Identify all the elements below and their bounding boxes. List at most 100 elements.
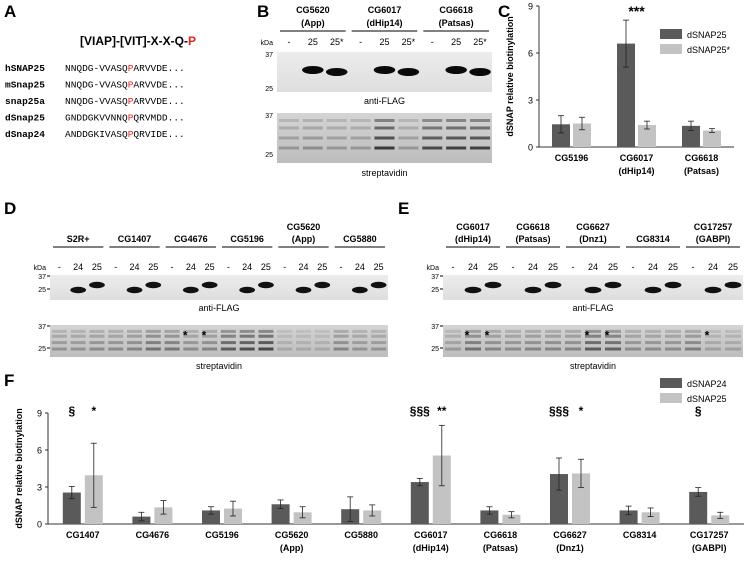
lane-label: 24 xyxy=(708,262,718,272)
flag-caption: anti-FLAG xyxy=(364,96,405,106)
strep-band xyxy=(470,136,491,140)
panel-d-blots: S2R+ CG1407 CG4676 CG5196 CG5620 (App) CG5880 -… xyxy=(34,222,388,371)
strep-band xyxy=(126,334,143,338)
strep-band xyxy=(145,334,161,338)
sequence-name: mSnap25 xyxy=(5,80,45,91)
group-name: CG8314 xyxy=(636,234,670,244)
group-name: CG5620 xyxy=(287,222,321,232)
bar xyxy=(573,123,591,147)
strep-band xyxy=(374,119,395,122)
lane-label: 25 xyxy=(317,262,327,272)
strep-band xyxy=(725,329,741,333)
flag-band xyxy=(314,281,331,289)
strep-band xyxy=(70,341,86,345)
strep-band xyxy=(605,347,621,351)
strep-band xyxy=(202,341,218,345)
strep-band xyxy=(258,347,274,351)
bar xyxy=(550,474,568,524)
strep-band xyxy=(295,341,312,345)
strep-band xyxy=(371,334,387,338)
lane-label: - xyxy=(692,262,695,272)
sequence-name: snap25a xyxy=(5,96,45,107)
strep-band xyxy=(605,341,621,345)
strep-band xyxy=(258,341,274,345)
x-category-label: CG5196 xyxy=(205,530,239,540)
flag-band xyxy=(484,281,502,289)
panel-f-label: F xyxy=(4,371,14,390)
legend-swatch xyxy=(660,44,682,54)
panel-b-blots: CG5620(App)CG6017(dHip14)CG6618(Patsas)-… xyxy=(261,5,492,178)
group-name: CG1407 xyxy=(118,234,152,244)
lane-label: 25 xyxy=(92,262,102,272)
kda-label: kDa xyxy=(427,265,440,272)
strep-band xyxy=(70,334,86,338)
lane-label: 25 xyxy=(548,262,558,272)
mw-marker: 25 xyxy=(265,86,273,93)
x-category-label: CG6017 xyxy=(414,530,448,540)
strep-band xyxy=(445,347,461,351)
strep-band xyxy=(278,119,299,122)
sequence-proline: P xyxy=(128,80,134,91)
sequence-text: NNQDG-VVASQPARVVDE... xyxy=(65,96,185,107)
x-category-label: CG5196 xyxy=(555,153,589,163)
strep-band xyxy=(126,329,143,333)
strep-band xyxy=(220,329,236,333)
bar xyxy=(410,482,429,524)
strep-band xyxy=(220,341,236,345)
flag-band xyxy=(351,286,368,294)
bar xyxy=(703,130,721,147)
panel-e-blots: CG6017 (dHip14) CG6618 (Patsas) CG6627 (Dnz1)… xyxy=(427,222,743,371)
strep-band xyxy=(333,347,349,351)
strep-band xyxy=(625,334,641,338)
y-axis-label: dSNAP relative biotinylation xyxy=(14,408,24,528)
strep-band xyxy=(51,334,67,338)
significance-marker: *** xyxy=(628,3,645,19)
strep-band xyxy=(371,329,387,333)
group-sub: (Patsas) xyxy=(439,18,474,28)
strep-band xyxy=(89,334,105,338)
sequence-pre: GNDDGKVVNNQ xyxy=(65,113,128,124)
group-sub: (dHip14) xyxy=(455,234,491,244)
flag-band xyxy=(524,286,542,294)
flag-band xyxy=(89,281,105,289)
bar xyxy=(363,510,382,524)
lane-label: 24 xyxy=(242,262,252,272)
strep-band xyxy=(258,329,274,333)
strep-band xyxy=(371,341,387,345)
flag-band xyxy=(126,286,143,294)
strep-band xyxy=(485,347,501,351)
y-tick-label: 9 xyxy=(37,409,42,419)
strep-band xyxy=(625,341,641,345)
star-marker: * xyxy=(202,328,207,342)
strep-band xyxy=(278,136,299,140)
strep-band xyxy=(145,347,161,351)
strep-band xyxy=(277,341,293,345)
strep-blot xyxy=(50,325,388,357)
x-category-label: CG6618 xyxy=(484,530,518,540)
mw-marker: 37 xyxy=(265,113,273,120)
legend-label: dSNAP25 xyxy=(687,30,727,40)
x-category-sub: (Patsas) xyxy=(483,543,518,553)
kda-label: kDa xyxy=(34,265,47,272)
strep-band xyxy=(333,341,349,345)
lane-label: 24 xyxy=(129,262,139,272)
y-axis-label: dSNAP relative biotinylation xyxy=(505,16,515,136)
lane-label: 25* xyxy=(330,37,344,47)
strep-band xyxy=(108,341,124,345)
x-category-sub: (dHip14) xyxy=(413,543,449,553)
mw-marker: 37 xyxy=(431,324,439,331)
strep-band xyxy=(183,347,199,351)
panel-b-label: B xyxy=(257,2,269,21)
y-tick-label: 0 xyxy=(528,143,533,153)
sequence-text: GNDDGKVVNNQPQRVMDD... xyxy=(65,113,185,124)
bar xyxy=(432,455,451,524)
bar xyxy=(62,492,81,524)
strep-band xyxy=(422,146,443,150)
flag-band xyxy=(469,68,491,76)
strep-band xyxy=(164,341,180,345)
flag-blot xyxy=(50,275,388,300)
sequence-pre: NNQDG-VVASQ xyxy=(65,63,128,74)
strep-band xyxy=(126,341,143,345)
strep-band xyxy=(525,347,541,351)
y-tick-label: 3 xyxy=(37,483,42,493)
